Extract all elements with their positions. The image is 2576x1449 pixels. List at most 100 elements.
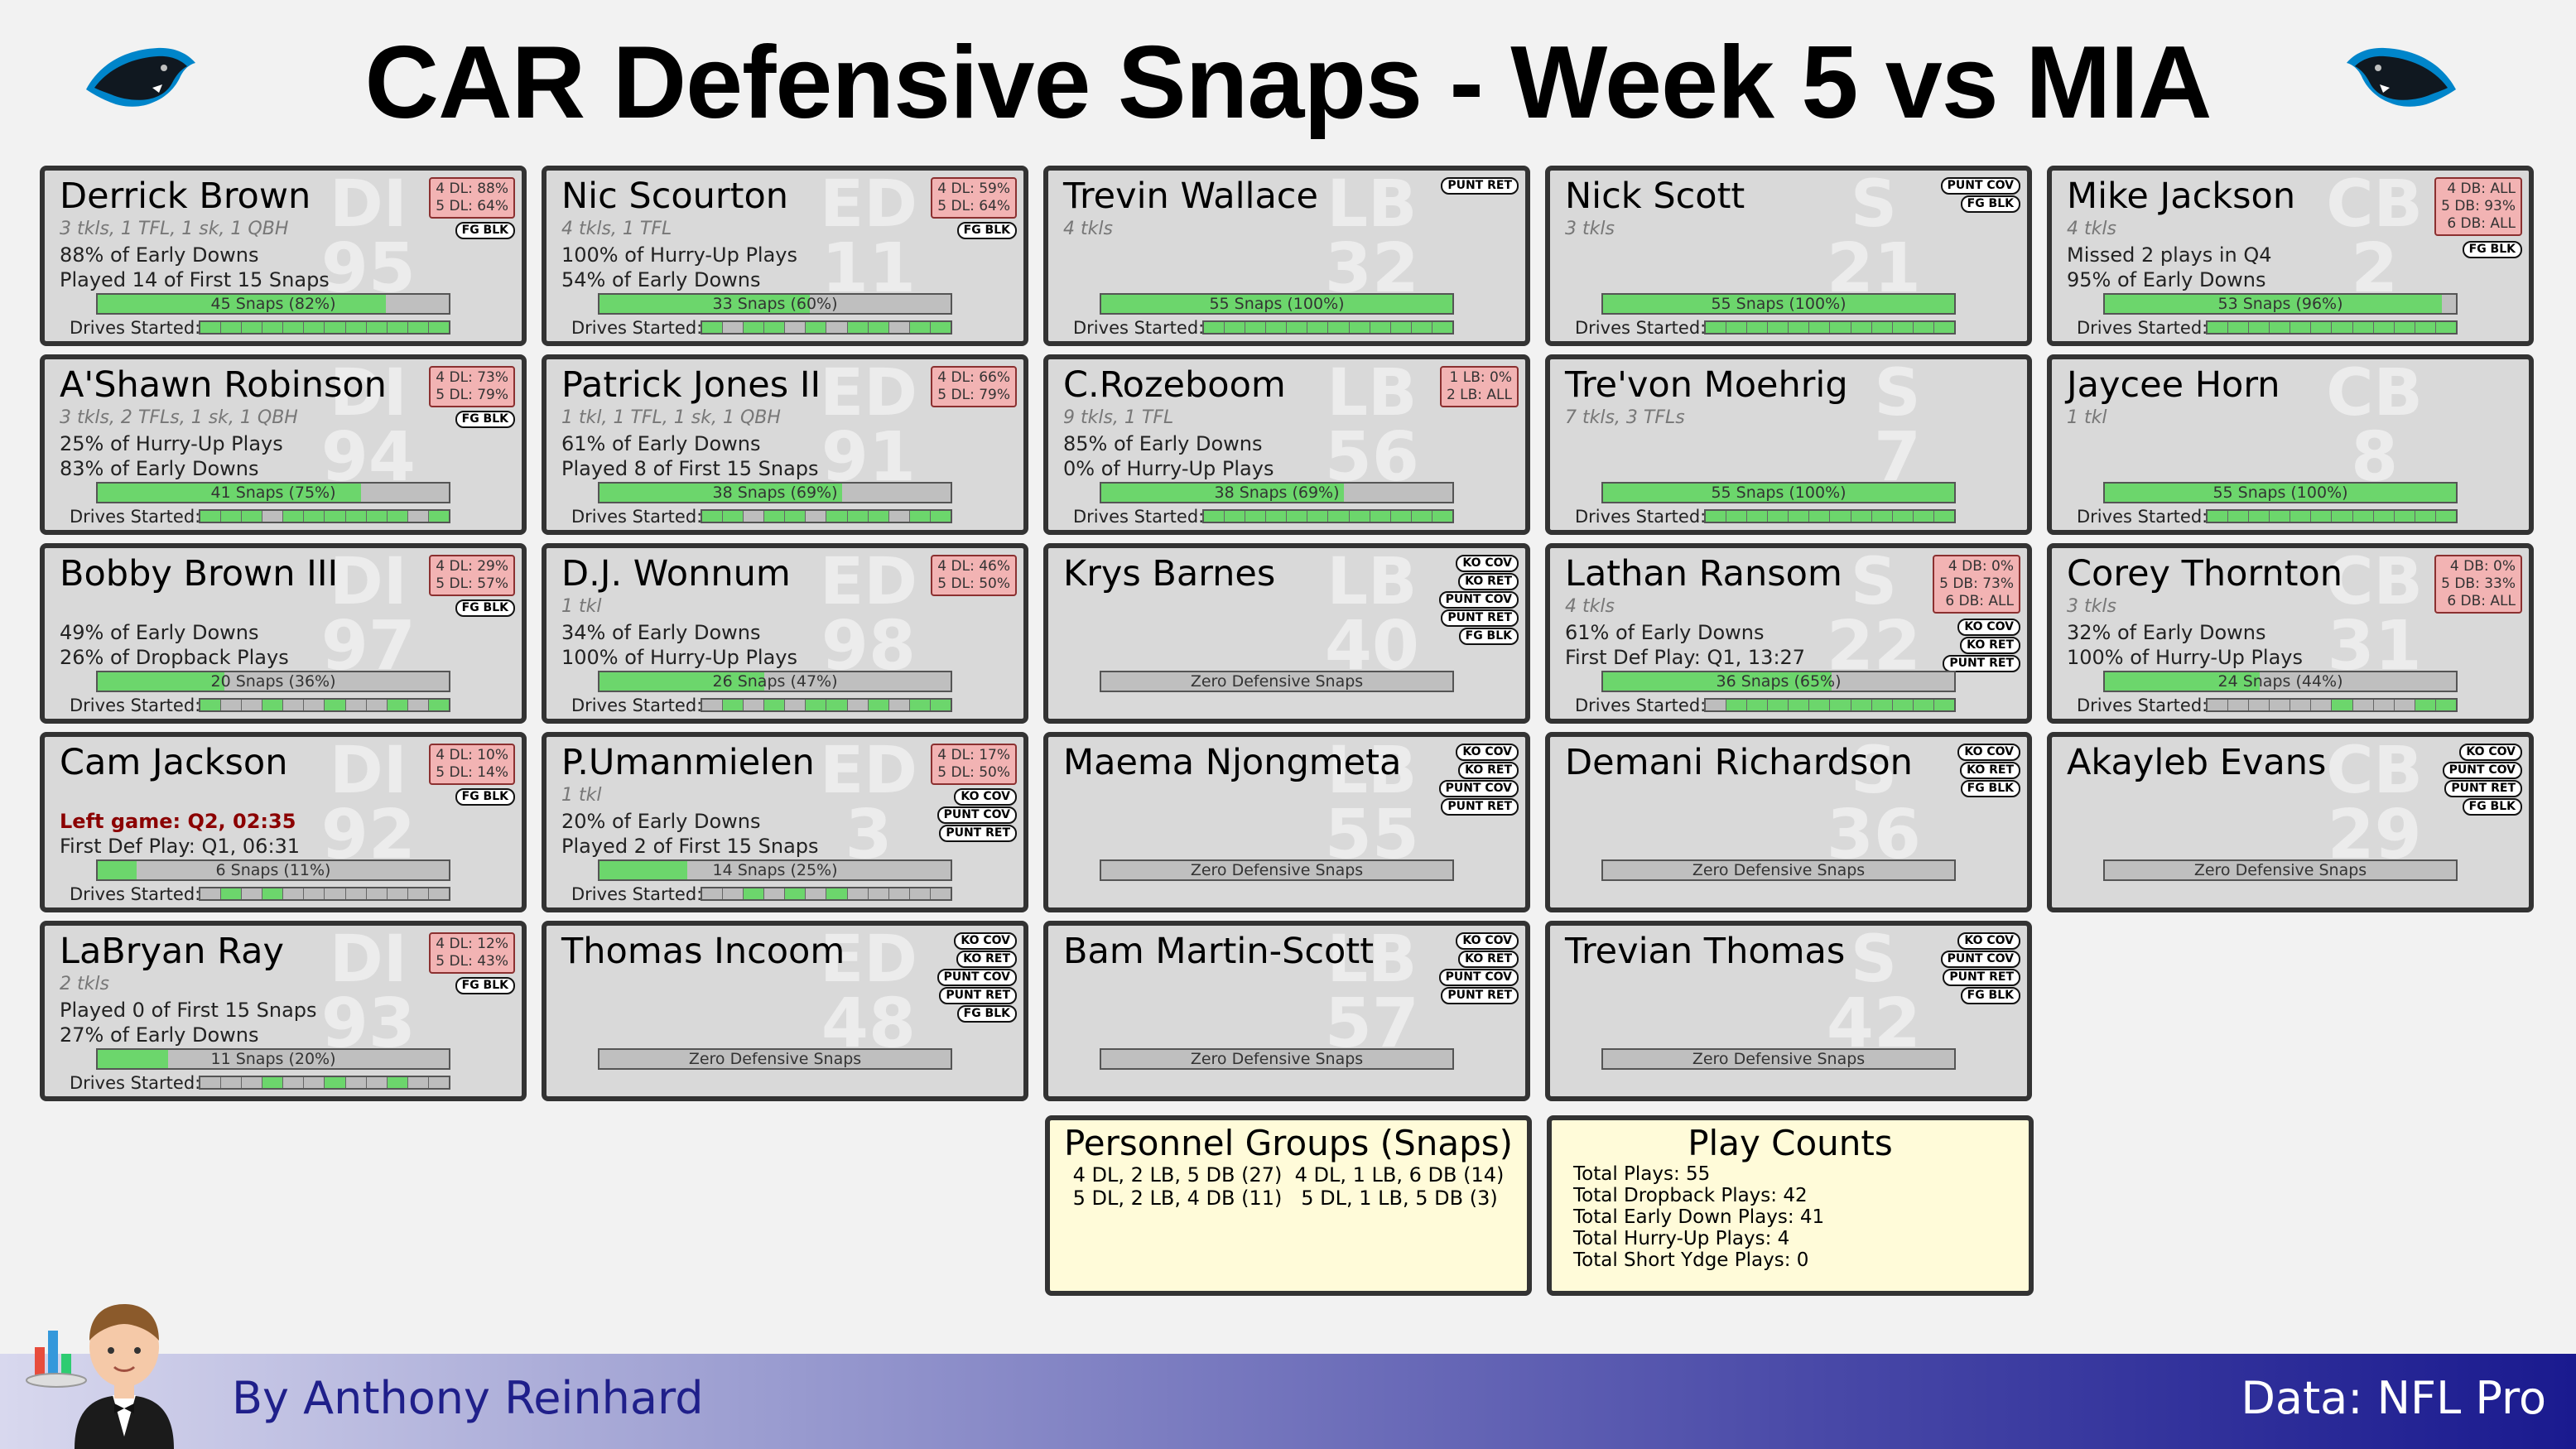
snap-count-label: 14 Snaps (25%) bbox=[712, 861, 838, 879]
drive-cell bbox=[723, 511, 744, 522]
personnel-pct-line: 6 DB: ALL bbox=[2447, 215, 2516, 232]
drive-cell bbox=[200, 700, 222, 710]
snap-bar-fill bbox=[1101, 295, 1452, 313]
personnel-group-item: 4 DL, 1 LB, 6 DB (14) bbox=[1294, 1163, 1505, 1187]
player-name: Krys Barnes bbox=[1063, 553, 1276, 595]
drive-cell bbox=[1830, 322, 1851, 333]
player-card: S 42 Trevian Thomas KO COV PUNT COV PUNT RET F… bbox=[1545, 921, 2032, 1101]
player-name: C.Rozeboom bbox=[1063, 364, 1286, 406]
personnel-pct-line: 6 DB: ALL bbox=[2447, 593, 2516, 609]
position-watermark: S 21 bbox=[1827, 172, 1921, 303]
jersey-number: 57 bbox=[1324, 984, 1419, 1063]
player-card: LB 55 Maema Njongmeta KO COV KO RET PUNT COV P… bbox=[1043, 732, 1530, 912]
drive-cell bbox=[723, 700, 744, 710]
personnel-pct-line: 5 DB: 33% bbox=[2441, 575, 2516, 592]
drive-cell bbox=[283, 322, 305, 333]
player-stats: 3 tkls, 2 TFLs, 1 sk, 1 QBH bbox=[60, 407, 298, 428]
snap-bar: 38 Snaps (69%) bbox=[598, 482, 952, 503]
drive-cell bbox=[2290, 700, 2312, 710]
drive-cell bbox=[1871, 511, 1893, 522]
drive-cell bbox=[2373, 511, 2395, 522]
drive-cell bbox=[242, 511, 263, 522]
drive-cell bbox=[366, 888, 388, 899]
player-card: DI 93 LaBryan Ray 2 tkls Played 0 of First 1… bbox=[40, 921, 527, 1101]
jersey-number: 55 bbox=[1324, 796, 1419, 874]
position-label: S bbox=[1850, 545, 1898, 619]
jersey-number: 94 bbox=[320, 418, 416, 497]
drive-cell bbox=[806, 511, 827, 522]
snap-bar: Zero Defensive Snaps bbox=[1601, 859, 1956, 881]
position-label: CB bbox=[2326, 356, 2423, 431]
position-label: DI bbox=[330, 734, 407, 808]
player-name: Nick Scott bbox=[1565, 176, 1745, 217]
special-teams-badge: FG BLK bbox=[2462, 798, 2522, 816]
drive-cell bbox=[1789, 511, 1810, 522]
drives-started-track bbox=[1202, 509, 1454, 523]
drive-cell bbox=[1768, 511, 1789, 522]
drives-started-track bbox=[701, 887, 952, 901]
player-note: 100% of Hurry-Up Plays bbox=[561, 243, 797, 267]
drive-cell bbox=[262, 511, 284, 522]
drive-cell bbox=[407, 888, 429, 899]
special-teams-badge: KO COV bbox=[1456, 555, 1519, 572]
player-stats: 4 tkls bbox=[1565, 596, 1615, 617]
player-stats: 3 tkls, 1 TFL, 1 sk, 1 QBH bbox=[60, 219, 289, 239]
special-teams-badge: PUNT COV bbox=[1438, 591, 1519, 609]
player-note: 54% of Early Downs bbox=[561, 268, 761, 291]
snap-bar: 36 Snaps (65%) bbox=[1601, 671, 1956, 692]
drive-cell bbox=[723, 888, 744, 899]
snap-count-label: 24 Snaps (44%) bbox=[2217, 672, 2343, 691]
special-teams-roles: KO COV KO RET PUNT COV PUNT RET FG BLK bbox=[937, 932, 1017, 1023]
player-stats: 2 tkls bbox=[60, 974, 109, 994]
drive-cell bbox=[1933, 511, 1954, 522]
player-note: 83% of Early Downs bbox=[60, 457, 259, 480]
drive-cell bbox=[387, 1077, 408, 1088]
jersey-number: 40 bbox=[1324, 607, 1419, 686]
drive-cell bbox=[325, 511, 346, 522]
player-card: DI 97 Bobby Brown III 49% of Early Downs 26%… bbox=[40, 543, 527, 724]
player-stats: 4 tkls bbox=[1063, 219, 1113, 239]
position-label: DI bbox=[330, 922, 407, 997]
drive-cell bbox=[1726, 511, 1748, 522]
personnel-pct-line: 4 DB: 0% bbox=[2449, 558, 2516, 575]
drive-cell bbox=[407, 511, 429, 522]
snap-bar-fill bbox=[98, 672, 224, 691]
personnel-pct-line: 6 DB: ALL bbox=[1945, 593, 2014, 609]
drive-cell bbox=[2373, 322, 2395, 333]
personnel-group-item: 5 DL, 1 LB, 5 DB (3) bbox=[1301, 1187, 1498, 1210]
drive-cell bbox=[2228, 700, 2250, 710]
drive-cell bbox=[366, 511, 388, 522]
player-note: 25% of Hurry-Up Plays bbox=[60, 432, 283, 455]
special-teams-badge: PUNT RET bbox=[2444, 780, 2522, 797]
drive-cell bbox=[221, 700, 243, 710]
personnel-pct-box: 4 DL: 12% 5 DL: 43% bbox=[429, 932, 515, 974]
player-note: 100% of Hurry-Up Plays bbox=[561, 646, 797, 669]
drive-cell bbox=[2290, 322, 2312, 333]
drive-cell bbox=[1789, 322, 1810, 333]
drive-cell bbox=[1747, 511, 1769, 522]
special-teams-roles: FG BLK bbox=[455, 977, 515, 994]
position-watermark: ED 48 bbox=[820, 927, 917, 1058]
play-count-item: Total Plays: 55 bbox=[1573, 1163, 1711, 1185]
special-teams-roles: PUNT RET bbox=[1441, 177, 1519, 195]
drive-cell bbox=[1307, 511, 1329, 522]
drive-cell bbox=[2435, 700, 2456, 710]
drive-cell bbox=[283, 511, 305, 522]
drive-cell bbox=[2415, 322, 2436, 333]
drive-cell bbox=[847, 888, 869, 899]
drives-started-track bbox=[199, 509, 450, 523]
drives-started-label: Drives Started: bbox=[2077, 507, 2208, 527]
drive-cell bbox=[2270, 700, 2291, 710]
snap-bar-fill bbox=[98, 1050, 168, 1068]
play-count-item: Total Short Ydge Plays: 0 bbox=[1573, 1249, 1809, 1271]
player-card: LB 57 Bam Martin-Scott KO COV KO RET PUNT COV… bbox=[1043, 921, 1530, 1101]
special-teams-roles: KO COV KO RET PUNT RET bbox=[1943, 619, 2020, 672]
drive-cell bbox=[785, 322, 807, 333]
position-watermark: ED 3 bbox=[820, 739, 917, 869]
personnel-groups-title: Personnel Groups (Snaps) bbox=[1063, 1123, 1514, 1163]
drive-cell bbox=[2352, 700, 2374, 710]
drive-cell bbox=[909, 700, 931, 710]
personnel-pct-line: 4 DL: 17% bbox=[937, 747, 1010, 763]
player-card: LB 40 Krys Barnes KO COV KO RET PUNT COV PUNT … bbox=[1043, 543, 1530, 724]
personnel-pct-line: 5 DL: 50% bbox=[937, 764, 1010, 781]
